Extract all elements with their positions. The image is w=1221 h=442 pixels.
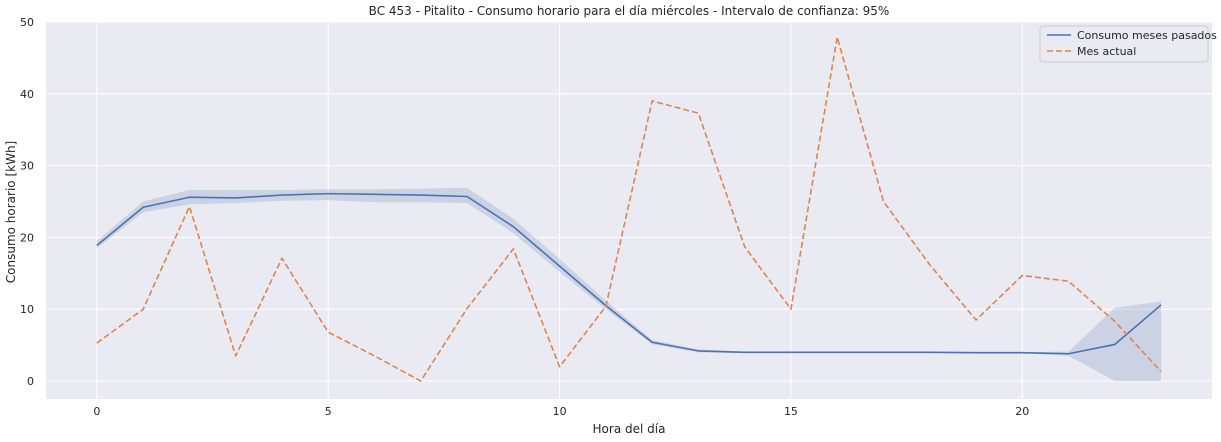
series-line-consumo-meses-pasados [96, 192, 1162, 355]
data-point-mes-actual [235, 355, 237, 357]
data-point-mes-actual [142, 308, 144, 310]
x-tick-labels: 0 5 10 15 20 [93, 405, 1029, 418]
data-point-mes-actual [929, 264, 931, 266]
y-tick-label: 10 [20, 303, 34, 316]
x-tick-label: 5 [325, 405, 332, 418]
data-point-consumo-meses-pasados [559, 265, 561, 267]
data-point-consumo-meses-pasados [1114, 343, 1116, 345]
x-tick-label: 10 [553, 405, 567, 418]
data-point-mes-actual [420, 380, 422, 382]
data-point-mes-actual [1114, 320, 1116, 322]
data-point-consumo-meses-pasados [975, 352, 977, 354]
data-point-mes-actual [188, 206, 190, 208]
data-point-mes-actual [651, 100, 653, 102]
data-point-mes-actual [1021, 274, 1023, 276]
plot-background [46, 22, 1212, 399]
data-point-mes-actual [882, 201, 884, 203]
data-point-consumo-meses-pasados [790, 351, 792, 353]
data-point-mes-actual [466, 308, 468, 310]
grid-lines [46, 21, 1212, 399]
legend: Consumo meses pasados Mes actual [1039, 25, 1217, 63]
data-point-consumo-meses-pasados [281, 194, 283, 196]
data-point-consumo-meses-pasados [836, 351, 838, 353]
x-axis-title: Hora del día [593, 422, 666, 436]
data-point-mes-actual [697, 112, 699, 114]
data-point-mes-actual [605, 305, 607, 307]
data-point-mes-actual [281, 257, 283, 259]
data-point-mes-actual [1068, 280, 1070, 282]
data-point-mes-actual [327, 331, 329, 333]
y-tick-label: 40 [20, 88, 34, 101]
data-point-consumo-meses-pasados [96, 244, 98, 246]
data-point-consumo-meses-pasados [1160, 304, 1162, 306]
data-point-consumo-meses-pasados [1068, 353, 1070, 355]
data-point-consumo-meses-pasados [744, 351, 746, 353]
data-point-mes-actual [96, 342, 98, 344]
data-point-mes-actual [1160, 371, 1162, 373]
x-tick-label: 0 [93, 405, 100, 418]
data-point-consumo-meses-pasados [882, 351, 884, 353]
data-point-consumo-meses-pasados [512, 226, 514, 228]
data-point-consumo-meses-pasados [466, 196, 468, 198]
series-line-mes-actual [96, 36, 1162, 382]
data-point-consumo-meses-pasados [142, 206, 144, 208]
data-point-consumo-meses-pasados [374, 193, 376, 195]
y-tick-label: 20 [20, 231, 34, 244]
data-point-consumo-meses-pasados [420, 194, 422, 196]
legend-box [1039, 25, 1209, 63]
data-point-mes-actual [836, 36, 838, 38]
x-tick-label: 20 [1015, 405, 1029, 418]
x-tick-label: 15 [784, 405, 798, 418]
data-point-consumo-meses-pasados [188, 196, 190, 198]
y-tick-labels: 0 10 20 30 40 50 [20, 16, 34, 388]
data-point-mes-actual [559, 366, 561, 368]
legend-label-consumo-meses-pasados: Consumo meses pasados [1077, 29, 1217, 42]
chart-title: BC 453 - Pitalito - Consumo horario para… [369, 4, 890, 18]
data-point-consumo-meses-pasados [697, 350, 699, 352]
data-point-mes-actual [975, 319, 977, 321]
series-layer [96, 36, 1162, 382]
y-tick-label: 0 [27, 375, 34, 388]
y-tick-label: 50 [20, 16, 34, 29]
y-tick-label: 30 [20, 160, 34, 173]
data-point-consumo-meses-pasados [929, 351, 931, 353]
data-point-mes-actual [512, 248, 514, 250]
legend-label-mes-actual: Mes actual [1077, 45, 1136, 58]
data-point-consumo-meses-pasados [235, 197, 237, 199]
data-point-mes-actual [374, 355, 376, 357]
data-point-consumo-meses-pasados [327, 193, 329, 195]
y-axis-title: Consumo horario [kWh] [4, 141, 18, 283]
data-point-mes-actual [744, 246, 746, 248]
data-point-consumo-meses-pasados [1021, 352, 1023, 354]
data-point-mes-actual [790, 308, 792, 310]
data-point-consumo-meses-pasados [651, 341, 653, 343]
